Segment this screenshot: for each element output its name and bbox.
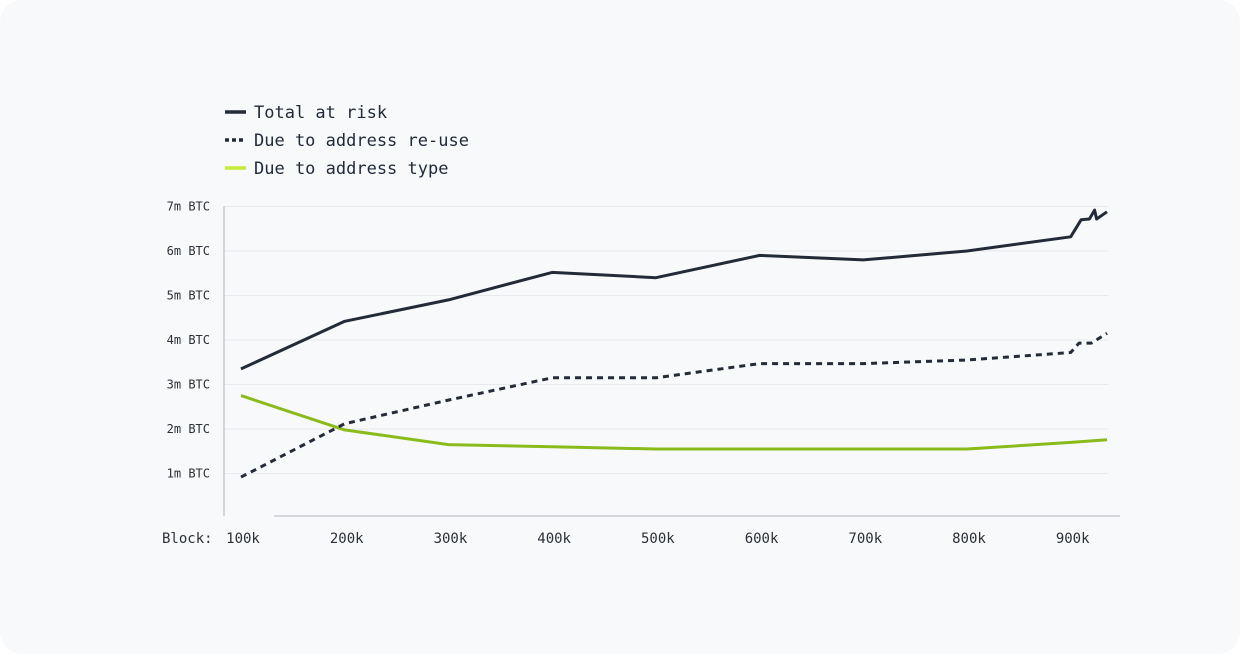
y-tick-label-6: 7m BTC xyxy=(167,200,210,214)
y-tick-label-0: 1m BTC xyxy=(167,467,210,481)
x-tick-label-0: 100k xyxy=(226,531,260,547)
y-tick-label-1: 2m BTC xyxy=(167,422,210,436)
y-tick-label-4: 5m BTC xyxy=(167,289,210,303)
y-tick-label-2: 3m BTC xyxy=(167,378,210,392)
x-axis-label: Block: xyxy=(162,531,213,547)
axes xyxy=(223,206,1120,517)
x-tick-label-6: 700k xyxy=(848,531,882,547)
series-line-2 xyxy=(240,394,1108,451)
series-line-0 xyxy=(240,208,1108,371)
legend-label-0: Total at risk xyxy=(254,103,387,123)
y-tick-label-5: 6m BTC xyxy=(167,244,210,258)
y-tick-label-3: 4m BTC xyxy=(167,333,210,347)
x-tick-label-5: 600k xyxy=(745,531,779,547)
legend: Total at risk Due to address re-use Due to… xyxy=(225,103,469,179)
x-tick-label-8: 900k xyxy=(1056,531,1090,547)
x-tick-label-7: 800k xyxy=(952,531,986,547)
y-tick-labels: 1m BTC 2m BTC 3m BTC 4m BTC 5m BTC 6m BTC 7m B… xyxy=(167,200,210,481)
legend-label-1: Due to address re-use xyxy=(254,131,469,151)
series-lines xyxy=(240,208,1108,479)
x-tick-label-1: 200k xyxy=(330,531,364,547)
x-tick-label-3: 400k xyxy=(537,531,571,547)
legend-label-2: Due to address type xyxy=(254,159,448,179)
x-tick-label-2: 300k xyxy=(434,531,468,547)
grid-lines xyxy=(224,206,1108,474)
x-tick-label-4: 500k xyxy=(641,531,675,547)
x-tick-labels: Block: 100k 200k 300k 400k 500k 600k 700k 800k 9… xyxy=(162,531,1090,547)
series-line-1 xyxy=(240,332,1108,479)
